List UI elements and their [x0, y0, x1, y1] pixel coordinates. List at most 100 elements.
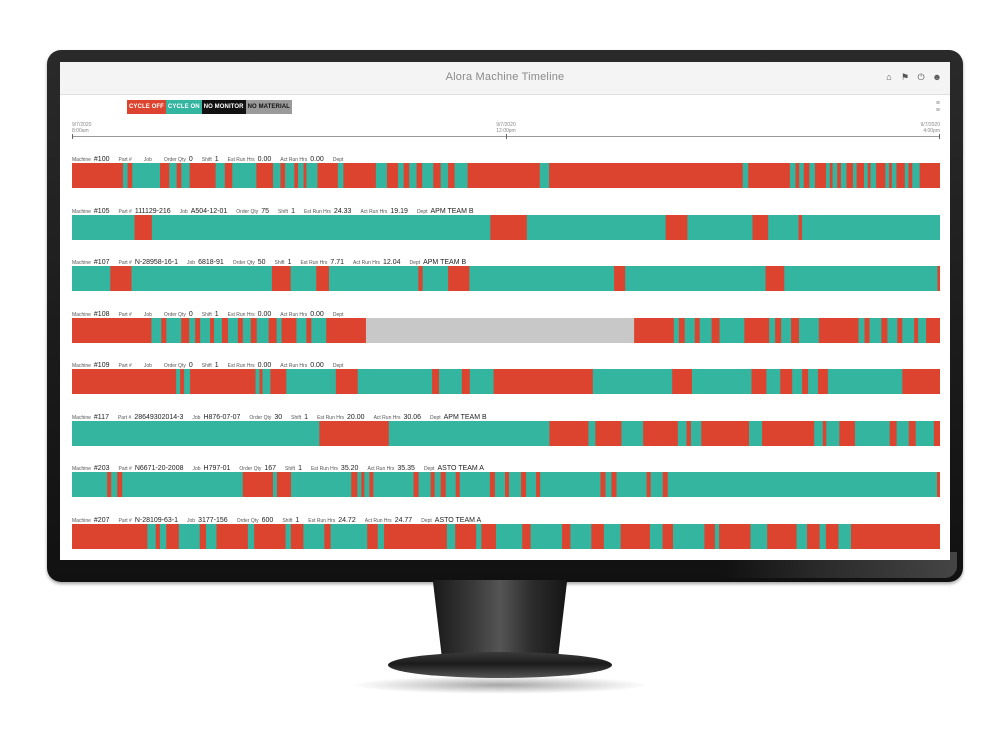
timeline-segment-off[interactable] — [672, 369, 693, 394]
timeline-segment-off[interactable] — [224, 163, 233, 188]
timeline-segment-off[interactable] — [259, 369, 263, 394]
timeline-segment-on[interactable] — [792, 369, 803, 394]
timeline-segment-off[interactable] — [678, 317, 686, 343]
timeline-segment-off[interactable] — [190, 369, 256, 394]
timeline-segment-off[interactable] — [281, 317, 297, 343]
timeline-segment-on[interactable] — [232, 163, 257, 188]
timeline-segment-off[interactable] — [195, 317, 201, 343]
timeline-segment-on[interactable] — [375, 163, 388, 188]
timeline-segment-on[interactable] — [434, 472, 442, 497]
timeline-segment-on[interactable] — [72, 472, 108, 497]
timeline-segment-off[interactable] — [432, 369, 440, 394]
timeline-segment-on[interactable] — [912, 163, 921, 188]
timeline-segment-off[interactable] — [271, 266, 292, 291]
timeline-segment-off[interactable] — [72, 369, 177, 394]
timeline-segment-on[interactable] — [418, 472, 432, 497]
timeline-segment-off[interactable] — [256, 163, 274, 188]
timeline-segment-off[interactable] — [199, 523, 207, 549]
timeline-segment-off[interactable] — [430, 472, 436, 497]
timeline-segment-off[interactable] — [704, 523, 716, 549]
timeline-segment-off[interactable] — [306, 317, 312, 343]
timeline-segment-off[interactable] — [250, 317, 258, 343]
power-icon[interactable]: ⏻ — [917, 72, 925, 82]
timeline-segment-off[interactable] — [902, 369, 940, 394]
timeline-segment-on[interactable] — [902, 317, 915, 343]
timeline-segment-on[interactable] — [285, 163, 295, 188]
flag-icon[interactable]: ⚑ — [900, 72, 910, 82]
timeline-segment-on[interactable] — [422, 266, 449, 291]
timeline-segment-off[interactable] — [839, 420, 856, 446]
timeline-segment-off[interactable] — [276, 472, 292, 497]
timeline-segment-off[interactable] — [294, 163, 299, 188]
timeline-segment-off[interactable] — [335, 369, 359, 394]
timeline-segment-off[interactable] — [662, 472, 669, 497]
timeline-segment-off[interactable] — [817, 369, 829, 394]
timeline-segment-on[interactable] — [677, 420, 687, 446]
timeline-segment-off[interactable] — [665, 214, 688, 240]
timeline-segment-off[interactable] — [254, 523, 286, 549]
timeline-segment-off[interactable] — [889, 163, 893, 188]
timeline-segment-on[interactable] — [781, 317, 792, 343]
timeline-segment-off[interactable] — [549, 420, 589, 446]
timeline-segment-on[interactable] — [854, 420, 891, 446]
timeline-segment-off[interactable] — [270, 369, 287, 394]
timeline-segment-off[interactable] — [795, 163, 800, 188]
timeline-segment-off[interactable] — [889, 420, 897, 446]
timeline-segment-off[interactable] — [467, 163, 541, 188]
timeline-segment-on[interactable] — [798, 317, 820, 343]
timeline-segment-off[interactable] — [896, 163, 906, 188]
timeline-segment-off[interactable] — [837, 163, 842, 188]
timeline-segment-off[interactable] — [416, 163, 423, 188]
timeline-segment-off[interactable] — [440, 472, 447, 497]
timeline-segment-on[interactable] — [858, 317, 865, 343]
timeline-segment-on[interactable] — [769, 317, 776, 343]
timeline-segment-on[interactable] — [864, 163, 869, 188]
timeline-segment-off[interactable] — [634, 317, 675, 343]
timeline-segment-off[interactable] — [221, 317, 229, 343]
timeline-segment-on[interactable] — [247, 523, 255, 549]
timeline-segment-on[interactable] — [273, 163, 281, 188]
timeline-segment-on[interactable] — [151, 214, 491, 240]
timeline-segment-off[interactable] — [686, 420, 692, 446]
timeline-segment-on[interactable] — [494, 472, 506, 497]
timeline-segment-off[interactable] — [536, 472, 541, 497]
timeline-segment-off[interactable] — [937, 266, 940, 291]
timeline-segment-off[interactable] — [326, 317, 367, 343]
timeline-segment-off[interactable] — [521, 472, 527, 497]
timeline-segment-on[interactable] — [918, 317, 927, 343]
timeline-segment-on[interactable] — [446, 523, 456, 549]
timeline-segment-on[interactable] — [151, 317, 162, 343]
timeline-segment-on[interactable] — [603, 523, 622, 549]
timeline-segment-off[interactable] — [549, 163, 744, 188]
timeline-segment-off[interactable] — [303, 163, 307, 188]
timeline-segment-off[interactable] — [822, 420, 827, 446]
timeline-segment-off[interactable] — [127, 163, 133, 188]
timeline-segment-off[interactable] — [614, 266, 626, 291]
timeline-segment-on[interactable] — [132, 163, 161, 188]
timeline-segment-on[interactable] — [530, 523, 563, 549]
timeline-segment-on[interactable] — [684, 317, 696, 343]
timeline-segment-on[interactable] — [509, 472, 522, 497]
timeline-segment-on[interactable] — [896, 420, 910, 446]
timeline-segment-off[interactable] — [881, 317, 888, 343]
timeline-segment-off[interactable] — [719, 523, 751, 549]
timeline-segment-off[interactable] — [908, 420, 917, 446]
timeline-segment-on[interactable] — [690, 420, 702, 446]
timeline-segment-on[interactable] — [184, 369, 191, 394]
timeline-segment-off[interactable] — [72, 163, 124, 188]
timeline-segment-on[interactable] — [337, 163, 344, 188]
timeline-segment-no-material[interactable] — [365, 317, 635, 343]
timeline-segment-off[interactable] — [744, 317, 770, 343]
timeline-segment-on[interactable] — [605, 472, 612, 497]
timeline-segment-on[interactable] — [692, 369, 752, 394]
timeline-segment-on[interactable] — [540, 472, 601, 497]
timeline-segment-off[interactable] — [775, 317, 782, 343]
timeline-segment-off[interactable] — [448, 163, 455, 188]
timeline-segment-off[interactable] — [290, 523, 304, 549]
timeline-segment-off[interactable] — [386, 163, 399, 188]
timeline-segment-on[interactable] — [122, 163, 128, 188]
timeline-segment-off[interactable] — [522, 523, 532, 549]
timeline-segment-on[interactable] — [870, 163, 877, 188]
timeline-segment-off[interactable] — [846, 163, 854, 188]
timeline-segment-on[interactable] — [166, 317, 182, 343]
